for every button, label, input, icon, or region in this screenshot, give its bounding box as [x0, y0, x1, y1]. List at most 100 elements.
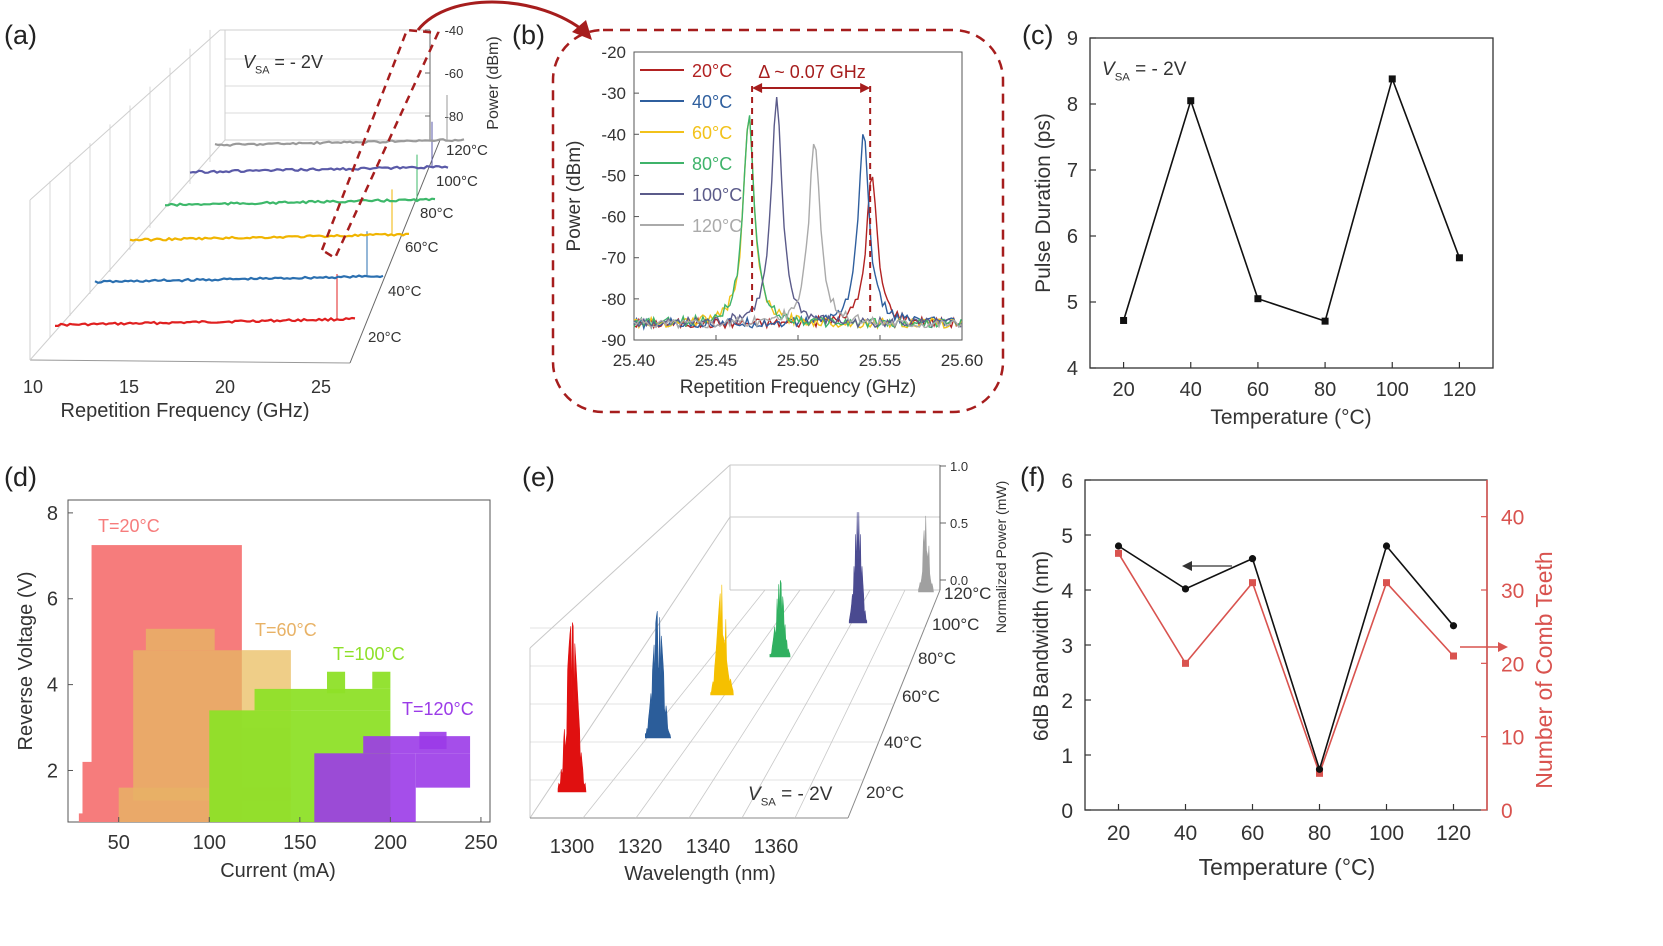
f-x-axis-label: Temperature (°C) — [1199, 854, 1376, 880]
b-trace-60°C — [633, 116, 962, 330]
f-y-tick-label: 1 — [1061, 745, 1073, 768]
f-comb-point — [1450, 652, 1457, 660]
d-y-tick-label: 4 — [47, 675, 58, 697]
b-delta-arrowhead-left — [752, 83, 763, 93]
a-z-axis-label: Power (dBm) — [485, 36, 502, 129]
a-x-axis-label: Repetition Frequency (GHz) — [61, 400, 310, 422]
c-vsa-annotation: VSA = - 2V — [1102, 59, 1187, 84]
e-spectrum-100°C — [848, 512, 868, 624]
f-y-tick-label: 4 — [1061, 580, 1073, 603]
f-comb-point — [1383, 579, 1390, 587]
a-temp-label: 60°C — [405, 239, 439, 256]
d-x-tick-label: 250 — [464, 832, 497, 854]
b-trace-20°C — [633, 176, 962, 330]
b-x-tick-label: 25.55 — [859, 351, 902, 370]
c-data-point — [1388, 75, 1396, 83]
b-y-tick-label: -70 — [601, 249, 626, 268]
f-y2-tick-label: 10 — [1501, 727, 1524, 750]
f-x-tick-label: 20 — [1107, 822, 1130, 845]
e-vsa-annotation: VSA = - 2V — [748, 784, 833, 809]
d-region-60C — [145, 628, 215, 651]
f-comb-point — [1182, 659, 1189, 667]
f-bandwidth-point — [1382, 542, 1391, 550]
a-temp-label: 80°C — [420, 205, 454, 222]
b-trace-80°C — [633, 115, 962, 330]
e-temp-label: 60°C — [902, 687, 940, 706]
c-data-point — [1455, 254, 1463, 262]
panel-label-f: (f) — [1020, 462, 1045, 492]
e-spectrum-60°C — [710, 584, 734, 696]
a-temp-label: 100°C — [436, 173, 478, 190]
f-x-tick-label: 120 — [1436, 822, 1471, 845]
e-z-tick-label: 0.0 — [950, 573, 968, 588]
b-y-tick-label: -20 — [601, 43, 626, 62]
d-y-tick-label: 6 — [47, 589, 58, 611]
b-x-tick-label: 25.40 — [613, 351, 656, 370]
b-zoom-frame — [551, 28, 1005, 414]
a-z-tick-label: -60 — [445, 66, 464, 81]
e-temp-label: 120°C — [944, 584, 991, 603]
zoom-arrow — [416, 0, 586, 34]
c-y-tick-label: 9 — [1067, 28, 1078, 50]
d-x-tick-label: 200 — [374, 832, 407, 854]
f-comb-point — [1249, 579, 1256, 587]
a-x-tick-label: 25 — [311, 377, 331, 397]
panel-label-d: (d) — [4, 462, 37, 492]
a-trace-80°C — [164, 197, 436, 207]
f-comb-point — [1115, 549, 1122, 557]
c-data-point — [1254, 295, 1262, 303]
e-spectrum-80°C — [769, 580, 791, 658]
e-x-tick-label: 1360 — [754, 836, 799, 858]
a-x-tick-label: 20 — [215, 377, 235, 397]
panel-label-e: (e) — [522, 462, 555, 492]
d-region-100C — [372, 671, 391, 689]
c-y-axis-label: Pulse Duration (ps) — [1032, 113, 1055, 293]
f-y2-tick-label: 20 — [1501, 653, 1524, 676]
b-delta-arrowhead-right — [860, 83, 871, 93]
b-legend-label: 120°C — [692, 216, 742, 236]
b-plot-frame — [633, 51, 963, 341]
a-z-tick-label: -80 — [445, 109, 464, 124]
a-trace-20°C — [55, 316, 356, 327]
b-y-tick-label: -40 — [601, 125, 626, 144]
c-x-tick-label: 40 — [1180, 379, 1202, 401]
b-y-tick-label: -80 — [601, 290, 626, 309]
b-y-tick-label: -60 — [601, 208, 626, 227]
f-bandwidth-point — [1315, 765, 1324, 773]
b-trace-120°C — [633, 143, 962, 330]
f-left-arrowhead — [1182, 561, 1192, 571]
d-x-axis-label: Current (mA) — [220, 860, 336, 882]
e-temp-label: 100°C — [932, 615, 979, 634]
b-delta-annotation: Δ ~ 0.07 GHz — [758, 62, 866, 82]
a-trace-120°C — [214, 138, 465, 147]
b-legend-label: 80°C — [692, 154, 732, 174]
a-trace-60°C — [129, 232, 410, 242]
d-region-label: T=60°C — [255, 620, 317, 640]
b-y-axis-label: Power (dBm) — [564, 141, 585, 252]
a-temp-label: 20°C — [368, 329, 402, 346]
d-region-120C — [363, 736, 471, 754]
panel-label-b: (b) — [512, 20, 545, 50]
f-series-comb-teeth — [1117, 552, 1455, 776]
f-bandwidth-point — [1248, 555, 1257, 563]
b-x-tick-label: 25.50 — [777, 351, 820, 370]
f-y-tick-label: 3 — [1061, 635, 1073, 658]
c-y-tick-label: 7 — [1067, 160, 1078, 182]
b-legend-label: 100°C — [692, 185, 742, 205]
b-x-tick-label: 25.60 — [941, 351, 984, 370]
d-x-tick-label: 100 — [193, 832, 226, 854]
e-x-axis-label: Wavelength (nm) — [624, 863, 776, 885]
e-x-tick-label: 1300 — [550, 836, 595, 858]
d-region-label: T=120°C — [402, 699, 474, 719]
d-x-tick-label: 150 — [283, 832, 316, 854]
c-y-tick-label: 6 — [1067, 226, 1078, 248]
c-series-line — [1122, 76, 1461, 323]
f-y2-tick-label: 40 — [1501, 507, 1524, 530]
f-series-bandwidth — [1118, 544, 1455, 773]
a-x-tick-label: 10 — [23, 377, 43, 397]
c-x-tick-label: 120 — [1443, 379, 1476, 401]
panel-label-c: (c) — [1022, 20, 1053, 50]
f-bandwidth-point — [1449, 622, 1458, 630]
e-z-axis-label: Normalized Power (mW) — [993, 481, 1009, 633]
